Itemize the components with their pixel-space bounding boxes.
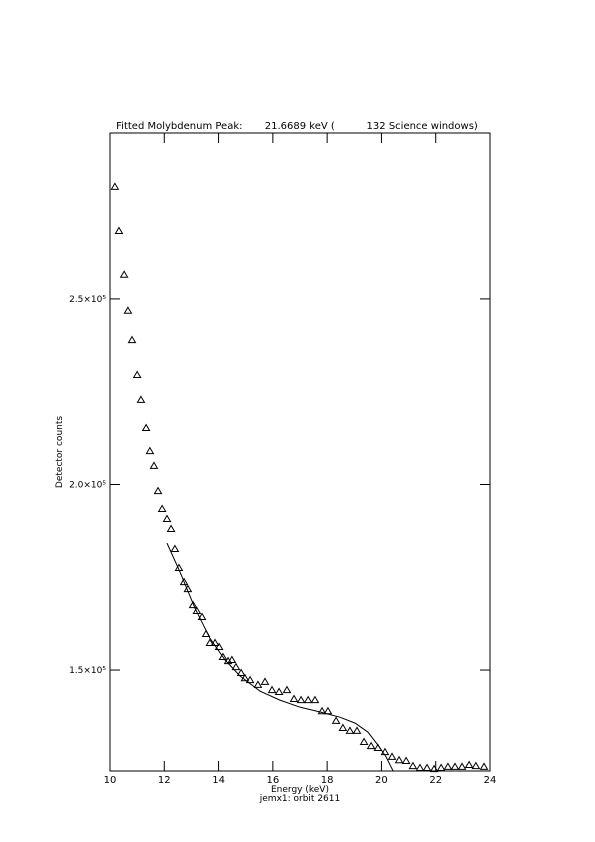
- data-point: [282, 685, 292, 694]
- data-point: [240, 673, 250, 682]
- x-tick-label: 20: [375, 775, 388, 786]
- data-point: [127, 335, 137, 344]
- data-point: [197, 612, 207, 620]
- data-point: [331, 716, 341, 724]
- data-point: [387, 752, 397, 760]
- data-point: [227, 655, 237, 664]
- data-point: [338, 723, 348, 731]
- data-point: [345, 726, 355, 734]
- x-tick-label: 18: [321, 775, 334, 786]
- x-tick-label: 12: [158, 775, 171, 786]
- data-point: [205, 638, 215, 646]
- y-tick-label: 1.5×10⁵: [69, 666, 106, 676]
- data-point: [162, 514, 172, 522]
- data-point: [179, 577, 189, 586]
- data-point: [317, 706, 327, 715]
- data-point: [166, 524, 176, 533]
- data-point: [136, 395, 146, 403]
- data-point: [303, 695, 313, 704]
- fit-line: [166, 542, 394, 772]
- data-point: [450, 762, 460, 770]
- chart-title: Fitted Molybdenum Peak: 21.6689 keV ( 13…: [116, 121, 478, 132]
- data-point: [153, 486, 163, 495]
- plot-frame: [109, 132, 491, 772]
- data-point: [296, 695, 306, 704]
- data-point: [114, 226, 124, 234]
- data-point: [464, 760, 474, 769]
- data-point: [471, 761, 481, 770]
- data-point: [401, 756, 411, 764]
- data-point: [394, 755, 404, 764]
- data-point: [366, 741, 376, 750]
- x-tick-label: 22: [429, 775, 442, 786]
- data-point: [359, 737, 369, 746]
- data-point: [457, 762, 467, 770]
- data-point: [123, 306, 133, 314]
- data-point: [132, 370, 142, 378]
- x-axis-label: Energy (keV): [271, 785, 329, 795]
- data-point: [218, 652, 228, 661]
- data-point: [149, 461, 159, 469]
- x-tick-label: 10: [104, 775, 117, 786]
- data-point: [245, 675, 255, 684]
- footer: jemx1: orbit 2611: [259, 794, 340, 804]
- x-tick-label: 14: [212, 775, 225, 786]
- data-point: [323, 706, 333, 715]
- data-point: [231, 662, 241, 671]
- data-point: [145, 446, 155, 455]
- data-point: [141, 423, 151, 432]
- data-point: [214, 642, 224, 651]
- data-point: [110, 182, 120, 190]
- data-point: [408, 761, 418, 770]
- data-point: [260, 677, 270, 685]
- data-point: [267, 685, 277, 694]
- data-point: [253, 680, 263, 688]
- data-point: [119, 270, 129, 278]
- data-point: [310, 695, 320, 704]
- data-point: [479, 762, 489, 770]
- data-point: [192, 606, 202, 615]
- data-point: [170, 544, 180, 553]
- x-tick-label: 24: [484, 775, 497, 786]
- data-point: [157, 504, 167, 512]
- data-point: [289, 694, 299, 702]
- data-point: [274, 687, 284, 695]
- data-point: [429, 764, 439, 773]
- data-point: [443, 762, 453, 770]
- y-axis-label: Detector counts: [55, 416, 65, 488]
- y-tick-label: 2.0×10⁵: [69, 480, 106, 490]
- data-point: [352, 726, 362, 734]
- data-point: [188, 600, 198, 609]
- data-point: [436, 763, 446, 772]
- data-point: [415, 763, 425, 772]
- x-tick-label: 16: [266, 775, 279, 786]
- data-point: [236, 668, 246, 677]
- y-tick-label: 2.5×10⁵: [69, 295, 106, 305]
- data-point: [422, 763, 432, 772]
